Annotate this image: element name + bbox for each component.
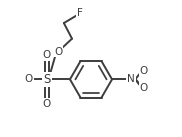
Text: O: O [140,65,148,75]
Text: O: O [43,50,51,60]
Text: O: O [140,83,148,93]
Text: O: O [43,99,51,109]
Text: N: N [127,74,135,84]
Text: O: O [25,74,33,84]
Text: F: F [77,8,83,18]
Text: S: S [43,73,51,86]
Text: O: O [54,47,63,57]
